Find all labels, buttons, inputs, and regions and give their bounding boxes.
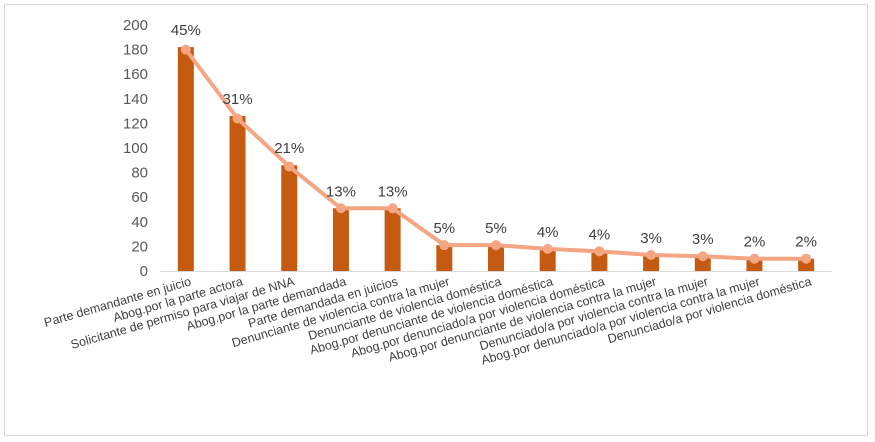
data-label: 13% [326, 183, 356, 200]
data-label: 4% [589, 226, 611, 243]
line-point [180, 44, 191, 55]
data-label: 13% [378, 183, 408, 200]
y-tick-label: 160 [123, 66, 148, 83]
bar [332, 208, 349, 271]
data-label: 3% [640, 230, 662, 247]
line-point [439, 240, 450, 251]
y-tick-label: 200 [123, 17, 148, 34]
bar [591, 251, 608, 271]
line-point [594, 246, 605, 257]
bar [384, 208, 401, 271]
bar [436, 245, 453, 271]
data-label: 21% [274, 140, 304, 157]
y-tick-label: 80 [131, 165, 148, 182]
bar [798, 258, 815, 271]
line-point [335, 203, 346, 214]
y-tick-label: 120 [123, 115, 148, 132]
data-label: 2% [744, 234, 766, 251]
data-label: 4% [537, 224, 559, 241]
bar [488, 245, 504, 271]
bar [746, 258, 763, 271]
chart-frame [4, 4, 868, 436]
bar [281, 165, 298, 271]
bar [229, 116, 246, 272]
line-point [491, 240, 501, 251]
y-tick-label: 140 [123, 91, 148, 108]
line-point [232, 113, 243, 124]
line-point [284, 161, 295, 172]
data-label: 5% [485, 220, 507, 237]
bar [643, 255, 660, 271]
y-tick-label: 20 [131, 238, 148, 255]
data-label: 5% [433, 220, 455, 237]
y-tick-label: 40 [131, 214, 148, 231]
y-tick-label: 0 [140, 263, 148, 280]
line-point [646, 250, 657, 261]
line-point [542, 243, 553, 254]
y-tick-label: 100 [123, 140, 148, 157]
bar [539, 250, 556, 271]
line-point [697, 251, 708, 262]
line-point [387, 203, 398, 214]
line-point [801, 253, 812, 264]
data-label: 45% [171, 22, 201, 39]
bar [177, 47, 194, 271]
y-tick-label: 180 [123, 42, 148, 59]
bar [694, 256, 711, 271]
data-label: 31% [223, 91, 253, 108]
y-tick-label: 60 [131, 189, 148, 206]
data-label: 2% [795, 234, 817, 251]
line-point [749, 253, 760, 264]
data-label: 3% [692, 231, 714, 248]
